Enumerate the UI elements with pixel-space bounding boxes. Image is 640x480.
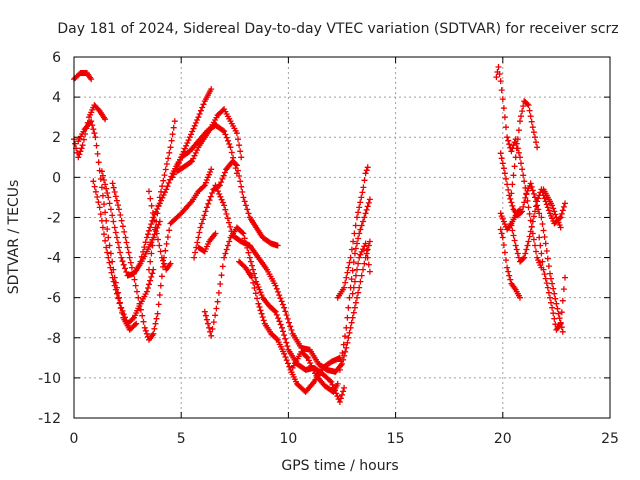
x-tick-label: 25 — [601, 431, 619, 447]
plot-frame — [73, 56, 611, 419]
y-tick-label: -8 — [47, 331, 61, 347]
chart-title: Day 181 of 2024, Sidereal Day-to-day VTE… — [57, 21, 618, 37]
y-tick-label: -2 — [47, 210, 61, 226]
y-tick-label: 0 — [52, 170, 61, 186]
sdtvar-points — [71, 64, 568, 405]
y-tick-label: 6 — [52, 50, 61, 66]
y-tick-label: 2 — [52, 130, 61, 146]
x-tick-label: 10 — [279, 431, 297, 447]
x-tick-label: 15 — [387, 431, 405, 447]
y-tick-label: -4 — [47, 251, 61, 267]
x-tick-label: 20 — [494, 431, 512, 447]
y-tick-label: 4 — [52, 90, 61, 106]
y-axis-label: SDTVAR / TECUs — [6, 180, 22, 295]
x-tick-label: 5 — [177, 431, 186, 447]
data-points — [71, 64, 568, 405]
axes: 0 5 10 15 20 25 -12 -10 -8 -6 -4 -2 0 2 4 6 — [38, 50, 619, 447]
y-tick-label: -6 — [47, 291, 61, 307]
x-axis-label: GPS time / hours — [281, 458, 398, 474]
y-tick-label: -10 — [38, 371, 61, 387]
x-tick-label: 0 — [70, 431, 79, 447]
y-tick-label: -12 — [38, 411, 61, 427]
